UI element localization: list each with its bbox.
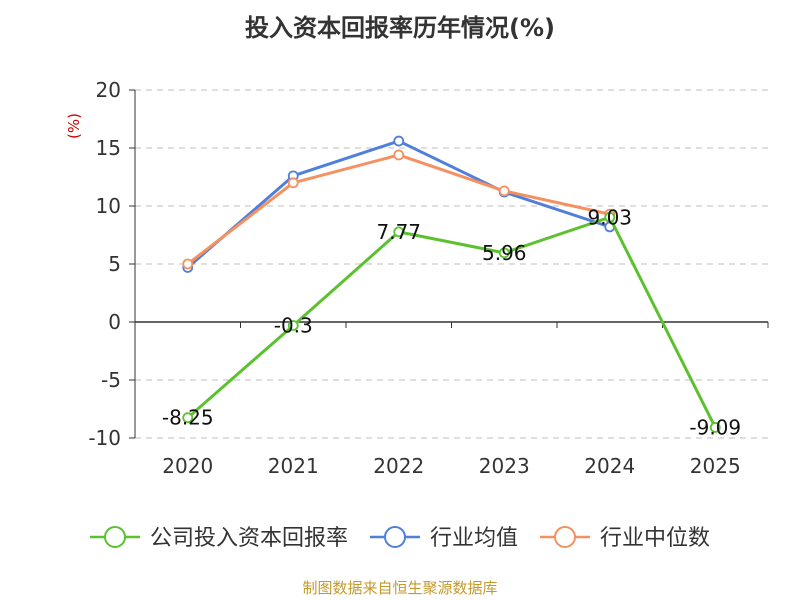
- legend-item[interactable]: 公司投入资本回报率: [90, 526, 348, 551]
- legend-circle-marker: [554, 526, 576, 548]
- data-point[interactable]: [182, 412, 194, 424]
- y-tick-label: 5: [108, 252, 121, 276]
- y-tick-label: 20: [96, 78, 121, 102]
- data-point[interactable]: [287, 320, 299, 331]
- data-labels: -8.25 -0.3 7.77 5.96 9.03 -9.09: [162, 205, 741, 439]
- legend-item[interactable]: 行业均值: [370, 526, 518, 551]
- data-point[interactable]: [498, 247, 510, 259]
- series-line: [186, 215, 717, 429]
- y-tick-label: 0: [108, 310, 121, 334]
- x-tick-label: 2025: [690, 454, 741, 478]
- data-label: -9.09: [689, 415, 741, 439]
- data-point[interactable]: [498, 185, 510, 197]
- grid-lines: [135, 89, 768, 439]
- data-label: -0.3: [274, 313, 313, 337]
- series-lines: [182, 135, 721, 433]
- x-tick-label: 2021: [268, 454, 319, 478]
- y-axis-unit-label: (%): [65, 113, 83, 139]
- data-label: 5.96: [482, 241, 527, 265]
- legend-label: 公司投入资本回报率: [150, 526, 348, 551]
- series-line: [186, 153, 611, 266]
- legend-item[interactable]: 行业中位数: [540, 526, 710, 551]
- data-label: 7.77: [376, 220, 421, 244]
- legend[interactable]: 公司投入资本回报率 行业均值 行业中位数: [90, 526, 710, 551]
- y-tick-label: 15: [96, 136, 121, 160]
- y-tick-label: 10: [96, 194, 121, 218]
- data-point[interactable]: [604, 211, 616, 223]
- data-label: -8.25: [162, 406, 214, 430]
- legend-circle-marker: [384, 526, 406, 548]
- source-note: 制图数据来自恒生聚源数据库: [302, 579, 498, 597]
- chart-title: 投入资本回报率历年情况(%): [245, 14, 555, 42]
- data-point[interactable]: [709, 422, 721, 433]
- data-point[interactable]: [393, 135, 405, 147]
- data-label: 9.03: [587, 205, 632, 229]
- data-point[interactable]: [182, 258, 194, 270]
- y-tick-label: -10: [88, 426, 121, 450]
- data-point[interactable]: [287, 177, 299, 189]
- x-tick-label: 2023: [479, 454, 530, 478]
- legend-circle-marker: [104, 526, 126, 548]
- data-point[interactable]: [393, 149, 405, 161]
- x-tick-label: 2022: [373, 454, 424, 478]
- data-point[interactable]: [393, 226, 405, 238]
- x-tick-label: 2024: [584, 454, 635, 478]
- x-tick-label: 2020: [162, 454, 213, 478]
- y-tick-label: -5: [101, 368, 121, 392]
- legend-label: 行业均值: [430, 526, 518, 551]
- legend-label: 行业中位数: [600, 526, 710, 551]
